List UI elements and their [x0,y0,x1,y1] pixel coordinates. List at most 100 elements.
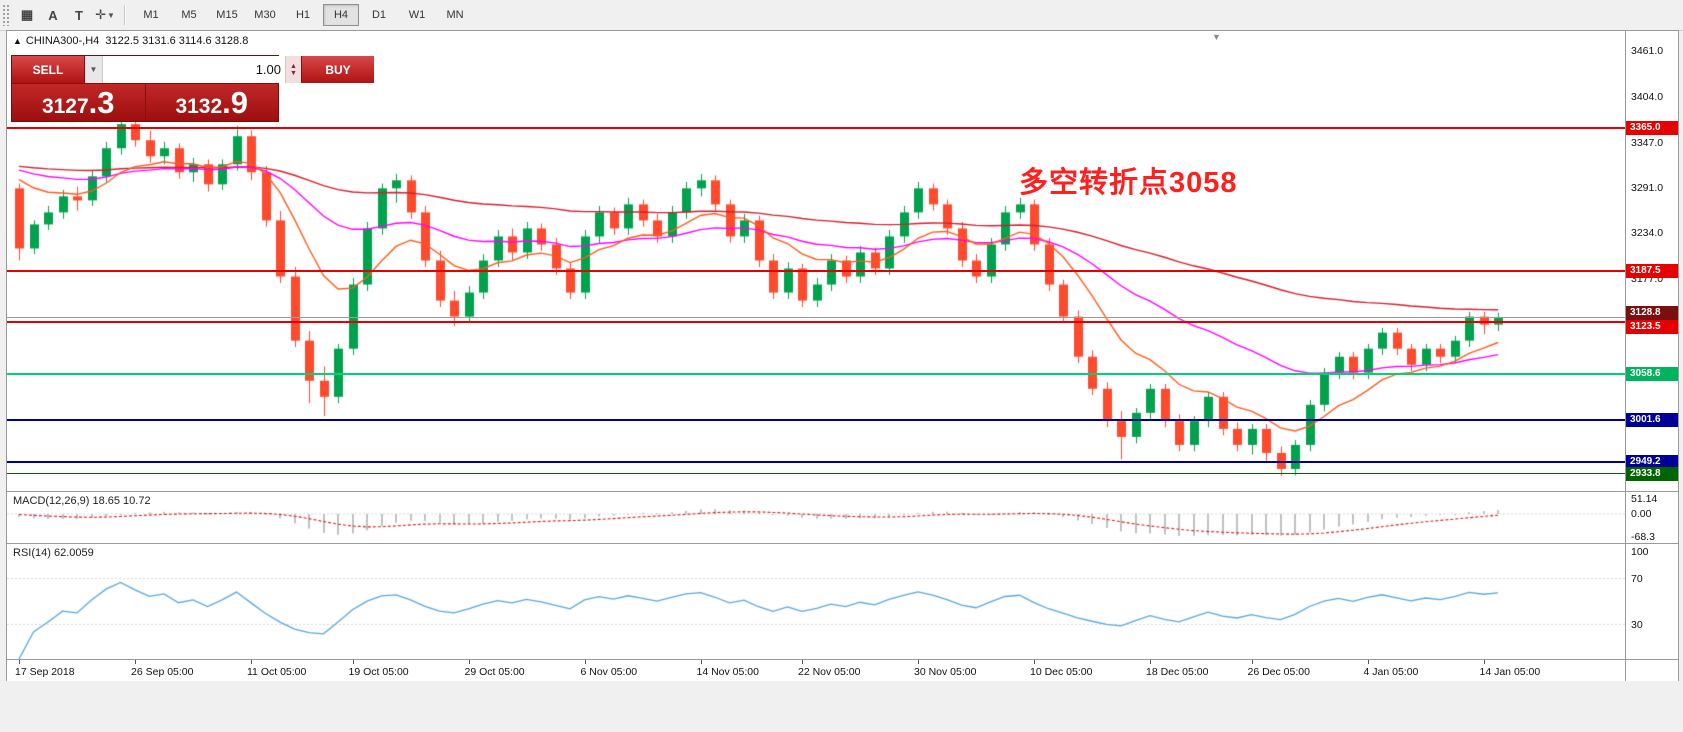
timeframe-w1[interactable]: W1 [408,9,426,21]
chart-window: ▲ CHINA300-,H4 3122.5 3131.6 3114.6 3128.… [6,30,1679,682]
price-badge-3187.5: 3187.5 [1626,263,1678,278]
level-line-2949.2[interactable] [7,460,1625,463]
level-line-3001.6[interactable] [7,418,1625,421]
time-tick [19,660,20,664]
timeframe-mn[interactable]: MN [446,9,464,21]
stepper-down-icon: ▼ [290,69,297,77]
time-tick [700,660,702,664]
time-label: 26 Sep 05:00 [131,666,194,678]
time-tick [1367,660,1369,664]
time-tick [1034,660,1035,664]
rsi-label: RSI(14) 62.0059 [13,547,94,559]
price-badge-2949.2: 2949.2 [1626,454,1678,469]
one-click-trading-panel: SELL ▼ ▲▼ BUY 3127 .3 3132 .9 [11,55,374,122]
time-label: 22 Nov 05:00 [798,666,861,678]
price-tick: 3461.0 [1631,45,1664,58]
rsi-axis-tick: 100 [1631,546,1649,558]
macd-axis-tick: 0.00 [1631,507,1652,520]
macd-indicator-chart[interactable] [7,492,1625,543]
volume-dropdown-icon[interactable]: ▼ [85,56,103,83]
level-line-3187.5[interactable] [7,269,1625,272]
price-badge-3001.6: 3001.6 [1626,412,1678,427]
time-tick [251,660,252,664]
price-badge-3365.0: 3365.0 [1626,121,1678,136]
time-tick [352,660,354,664]
volume-stepper[interactable]: ▲ ▼ [285,56,301,83]
timeframe-m1[interactable]: M1 [143,9,159,21]
buy-button[interactable]: BUY [301,56,374,83]
sell-price[interactable]: 3127 .3 [12,84,146,121]
time-tick [802,660,803,664]
timeframe-d1[interactable]: D1 [371,9,387,21]
macd-axis-tick: -68.3 [1631,531,1655,543]
time-tick [1251,660,1253,664]
time-tick [1150,660,1151,664]
time-tick [918,660,919,664]
chart-shift-marker[interactable]: ▼ [1212,32,1221,42]
time-label: 14 Nov 05:00 [696,666,759,678]
symbol-ohlc-readout: ▲ CHINA300-,H4 3122.5 3131.6 3114.6 3128.… [13,35,248,47]
macd-label: MACD(12,26,9) 18.65 10.72 [13,495,151,507]
price-badge-2933.8: 2933.8 [1626,466,1678,481]
level-line-3058.6[interactable] [7,372,1625,375]
time-label: 14 Jan 05:00 [1479,666,1541,678]
toolbar-grip[interactable] [2,4,10,26]
volume-input[interactable] [103,56,285,83]
time-tick [1483,660,1485,664]
price-badge-3128.8: 3128.8 [1626,305,1678,320]
timeframe-h1[interactable]: H1 [295,9,311,21]
timeframe-h4[interactable]: H4 [323,4,359,26]
symbol-name: CHINA300-,H4 [25,35,100,47]
sell-button[interactable]: SELL [12,56,85,83]
time-label: 17 Sep 2018 [15,666,75,678]
time-tick [135,660,136,664]
time-label: 6 Nov 05:00 [580,666,638,678]
time-tick [468,660,470,664]
time-label: 4 Jan 05:00 [1363,666,1419,678]
timeframe-m15[interactable]: M15 [216,9,238,21]
level-line-2933.8[interactable] [7,473,1625,475]
time-label: 18 Dec 05:00 [1146,666,1209,678]
patterns-icon[interactable]: ▦ [20,7,34,22]
time-label: 30 Nov 05:00 [914,666,977,678]
time-label: 19 Oct 05:00 [348,666,409,678]
rsi-axis-tick: 30 [1631,618,1643,631]
price-tick: 3404.0 [1631,90,1664,103]
toolbar-separator [124,5,126,25]
pane-divider [7,659,1678,660]
stepper-up-icon: ▲ [290,62,297,70]
price-badge-3123.5: 3123.5 [1626,319,1678,334]
text-label-icon[interactable]: A [48,7,58,23]
sell-price-frac: .3 [88,85,115,120]
time-tick [584,660,586,664]
pane-divider[interactable] [7,491,1678,492]
one-click-collapse-icon[interactable]: ▲ [13,36,22,46]
pane-divider[interactable] [7,543,1678,544]
toolbar: ▦ A T ✛ ▼ M1 M5 M15 M30 H1 H4 D1 W1 MN [0,0,1683,31]
macd-axis-tick: 51.14 [1631,493,1658,505]
window-bottom-strip [0,681,1683,732]
level-line-3123.5[interactable] [7,320,1625,323]
price-axis[interactable]: 3461.0 3404.0 3347.0 3291.0 3234.0 3177.0 51.1… [1625,31,1678,681]
rsi-indicator-chart[interactable] [7,544,1625,659]
timeframe-m5[interactable]: M5 [181,9,197,21]
cursor-tool-dropdown[interactable]: ✛ ▼ [92,3,118,27]
level-line-3365.0[interactable] [7,127,1625,130]
text-box-icon[interactable]: T [75,7,83,23]
level-line-3128.8[interactable] [7,317,1625,319]
sell-price-main: 3127 [41,95,89,118]
buy-price-main: 3132 [175,95,223,118]
drawing-tools-group: ▦ A T [14,3,92,27]
chart-text-annotation: 多空转折点3058 [1019,167,1238,199]
buy-price[interactable]: 3132 .9 [145,84,278,121]
timeframe-m30[interactable]: M30 [254,9,276,21]
timeframe-group: M1 M5 M15 M30 H1 H4 D1 W1 MN [132,4,474,26]
time-label: 26 Dec 05:00 [1247,666,1310,678]
time-label: 29 Oct 05:00 [464,666,525,678]
buy-price-frac: .9 [222,85,249,120]
cursor-tool-icon: ✛ [95,7,106,22]
time-label: 10 Dec 05:00 [1030,666,1093,678]
ohlc-values: 3122.5 3131.6 3114.6 3128.8 [105,35,249,47]
chevron-down-icon: ▼ [106,10,115,20]
